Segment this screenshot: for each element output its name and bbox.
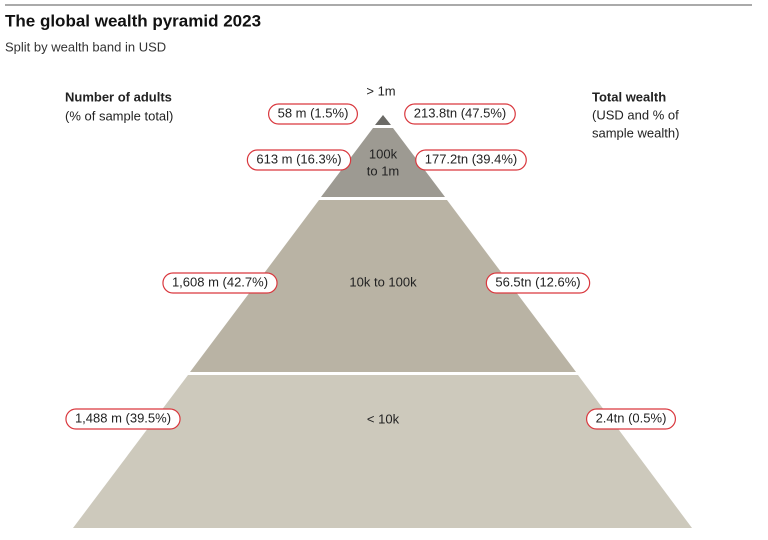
adults-label: 613 m (16.3%) (256, 151, 341, 166)
layer-3 (190, 200, 576, 372)
layer-2 (321, 128, 445, 197)
wealth-label: 56.5tn (12.6%) (495, 274, 580, 289)
adults-pill: 58 m (1.5%) (267, 103, 359, 125)
wealth-pill: 213.8tn (47.5%) (404, 103, 516, 125)
adults-label: 1,608 m (42.7%) (172, 274, 268, 289)
wealth-pill: 177.2tn (39.4%) (415, 149, 527, 171)
band-label: < 10k (367, 411, 400, 426)
wealth-label: 2.4tn (0.5%) (596, 410, 667, 425)
band-label: > 1m (366, 83, 395, 98)
title: The global wealth pyramid 2023 (5, 11, 261, 30)
subtitle: Split by wealth band in USD (5, 39, 166, 54)
adults-label: 58 m (1.5%) (278, 105, 349, 120)
layer-4 (73, 375, 692, 528)
band-label: 10k to 100k (349, 274, 417, 289)
right-note: sample wealth) (592, 125, 679, 140)
wealth-pill: 2.4tn (0.5%) (585, 408, 677, 430)
layer-top (375, 115, 391, 125)
left-note: (% of sample total) (65, 108, 173, 123)
right-note: (USD and % of (592, 107, 679, 122)
band-label: to 1m (367, 163, 400, 178)
wealth-label: 177.2tn (39.4%) (425, 151, 518, 166)
adults-pill: 1,608 m (42.7%) (162, 272, 278, 294)
band-label: 100k (369, 146, 398, 161)
wealth-label: 213.8tn (47.5%) (414, 105, 507, 120)
adults-label: 1,488 m (39.5%) (75, 410, 171, 425)
adults-pill: 1,488 m (39.5%) (65, 408, 181, 430)
left-heading: Number of adults (65, 89, 172, 104)
adults-pill: 613 m (16.3%) (246, 149, 352, 171)
right-heading: Total wealth (592, 89, 666, 104)
wealth-pill: 56.5tn (12.6%) (485, 272, 591, 294)
